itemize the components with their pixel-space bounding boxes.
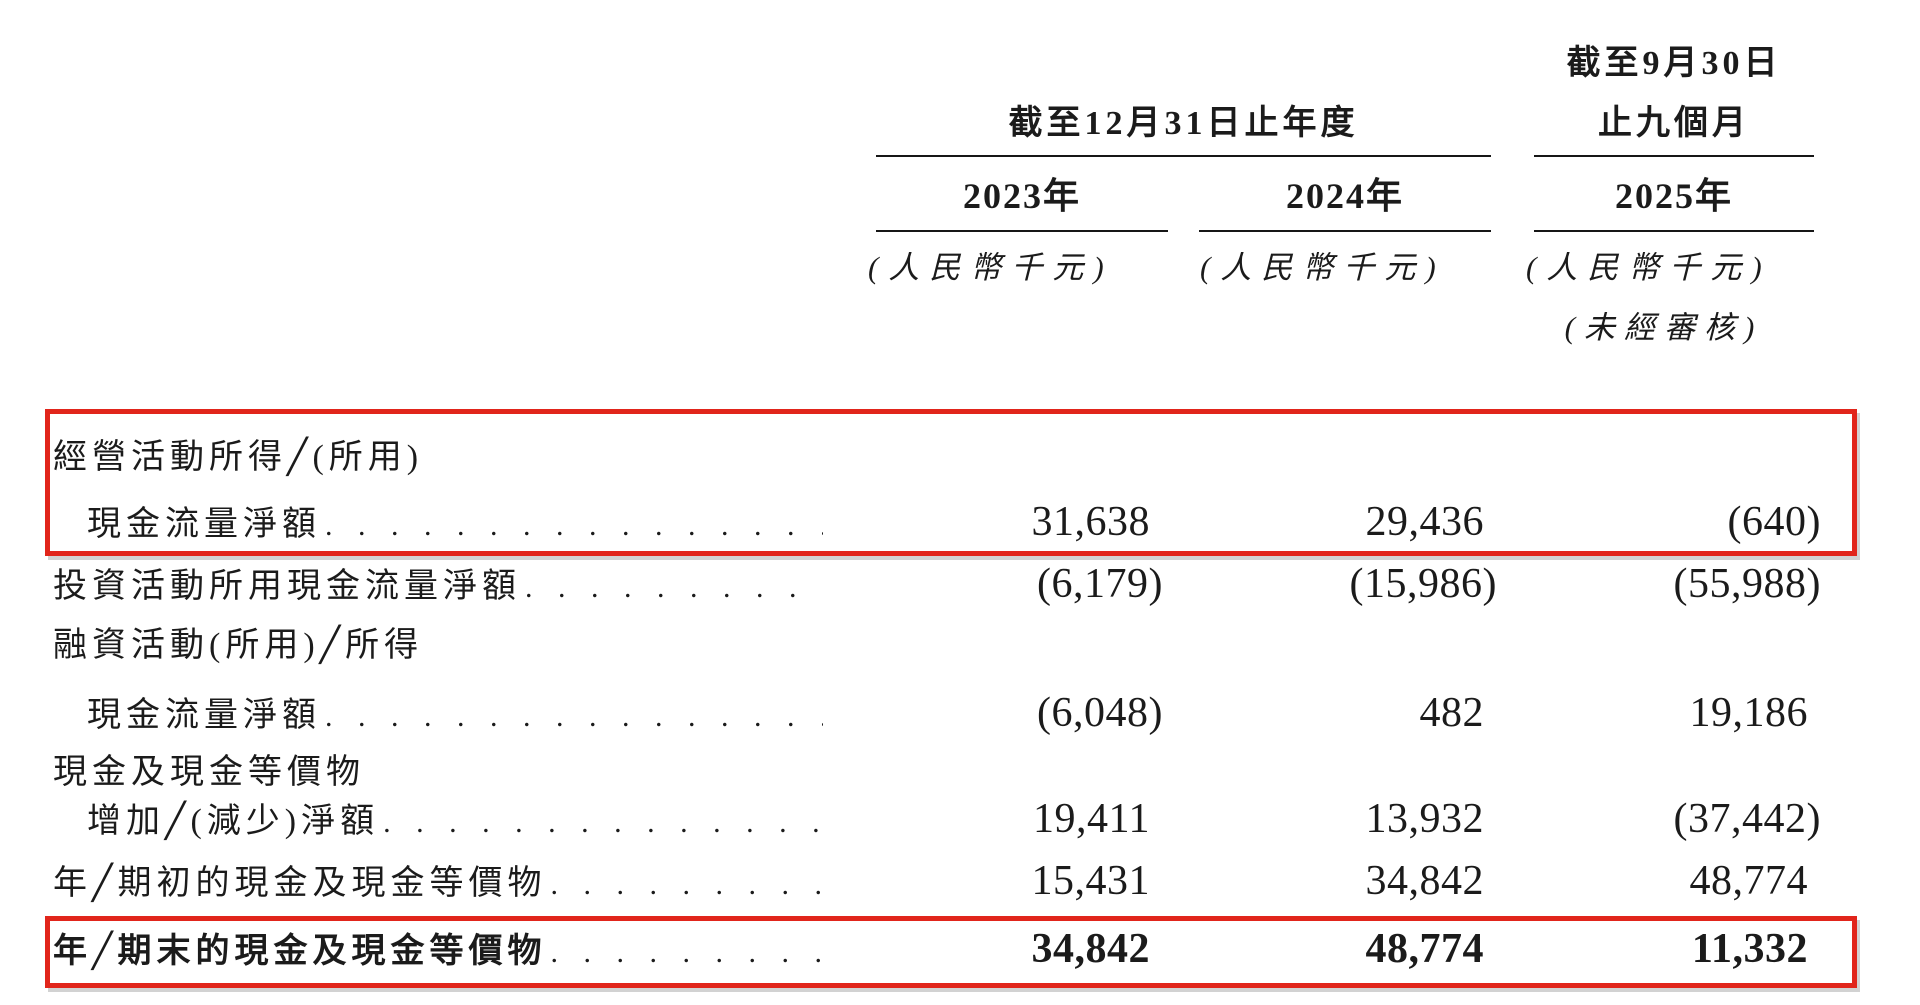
row-label: 經營活動所得╱(所用)	[53, 439, 424, 476]
table-row: 增加╱(減少)淨額 19,411 13,932 (37,442)	[0, 796, 1920, 846]
value-2025: (37,442)	[1673, 796, 1821, 842]
row-label: 投資活動所用現金流量淨額	[53, 568, 521, 605]
value-2024: 34,842	[1365, 858, 1484, 904]
value-2025: (55,988)	[1673, 561, 1821, 607]
table-row: 投資活動所用現金流量淨額 (6,179) (15,986) (55,988)	[0, 561, 1920, 611]
table-row: 融資活動(所用)╱所得	[0, 623, 1920, 669]
column-group-title-interim-line1: 截至9月30日	[1566, 45, 1782, 82]
value-2025: (640)	[1727, 499, 1821, 545]
value-2023: 31,638	[1031, 499, 1150, 545]
table-row: 經營活動所得╱(所用)	[0, 435, 1920, 481]
value-2023: 15,431	[1031, 858, 1150, 904]
header-rule-interim	[1534, 155, 1814, 157]
year-rule-2025	[1534, 230, 1814, 232]
row-label: 年╱期初的現金及現金等價物	[53, 865, 547, 902]
table-row: 年╱期末的現金及現金等價物 34,842 48,774 11,332	[0, 926, 1920, 976]
value-2024: 29,436	[1365, 499, 1484, 545]
row-label: 現金流量淨額	[87, 506, 321, 543]
row-label: 現金及現金等價物	[53, 754, 365, 791]
column-header-2024: 2024年	[1285, 176, 1404, 216]
unit-label-2024: (人民幣千元)	[1200, 250, 1446, 285]
value-2025: 19,186	[1689, 690, 1808, 736]
unit-label-2023: (人民幣千元)	[868, 250, 1114, 285]
value-2023: 34,842	[1031, 926, 1150, 972]
column-group-title-interim-line2: 止九個月	[1598, 105, 1750, 142]
table-row: 現金及現金等價物	[0, 750, 1920, 796]
dot-leader	[525, 565, 823, 611]
column-header-2025: 2025年	[1614, 176, 1733, 216]
value-2024: 48,774	[1365, 926, 1484, 972]
header-rule-annual	[876, 155, 1491, 157]
unit-label-2025: (人民幣千元)	[1526, 250, 1772, 285]
row-label: 年╱期末的現金及現金等價物	[53, 933, 547, 970]
highlight-box-period-end-cash	[45, 916, 1857, 988]
value-2024: (15,986)	[1349, 561, 1497, 607]
row-label: 增加╱(減少)淨額	[87, 803, 380, 840]
year-rule-2024	[1199, 230, 1491, 232]
column-header-2023: 2023年	[962, 176, 1081, 216]
value-2023: 19,411	[1033, 796, 1150, 842]
value-2024: 13,932	[1365, 796, 1484, 842]
dot-leader	[550, 862, 823, 908]
row-label: 融資活動(所用)╱所得	[53, 627, 424, 664]
value-2025: 11,332	[1691, 926, 1808, 972]
column-group-title-annual: 截至12月31日止年度	[1008, 105, 1359, 142]
table-row: 現金流量淨額 31,638 29,436 (640)	[0, 499, 1920, 549]
unaudited-note: (未經審核)	[1564, 310, 1764, 345]
value-2023: (6,179)	[1037, 561, 1163, 607]
value-2023: (6,048)	[1037, 690, 1163, 736]
dot-leader	[325, 694, 823, 740]
value-2024: 482	[1419, 690, 1484, 736]
year-rule-2023	[876, 230, 1168, 232]
table-row: 年╱期初的現金及現金等價物 15,431 34,842 48,774	[0, 858, 1920, 908]
row-label: 現金流量淨額	[87, 697, 321, 734]
dot-leader	[383, 800, 823, 846]
highlight-box-operating-cash-flow	[45, 409, 1857, 556]
table-row: 現金流量淨額 (6,048) 482 19,186	[0, 690, 1920, 740]
value-2025: 48,774	[1689, 858, 1808, 904]
